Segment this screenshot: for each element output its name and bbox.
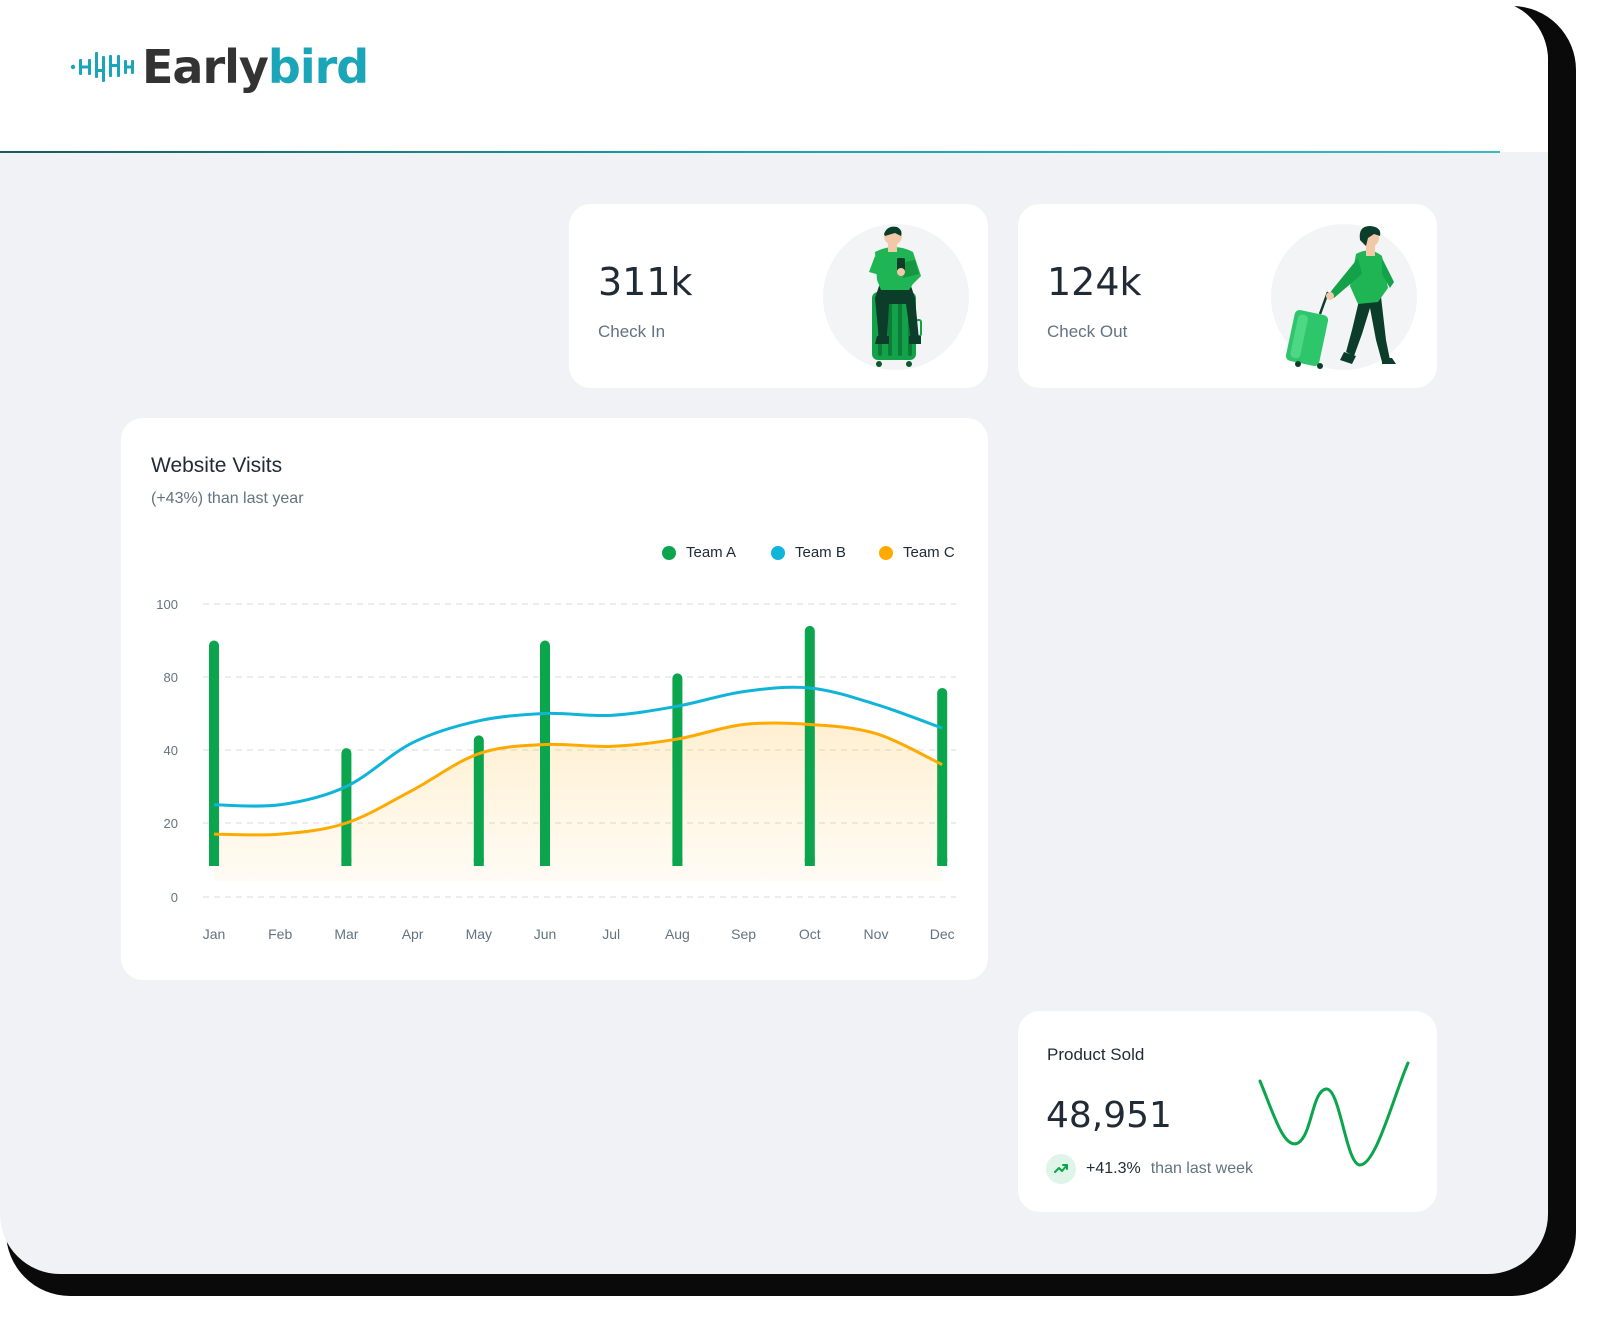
team-a-dot [662,545,676,560]
top-header: Earlybird [0,0,1548,152]
y-tick-label: 80 [164,670,178,685]
team-a-bar-base [473,858,484,866]
team-a-bar[interactable] [937,687,948,866]
team-c-area [214,722,943,881]
team-a-bar[interactable] [804,625,815,866]
x-tick-label: Feb [268,926,292,942]
legend-label-team-a: Team A [686,544,737,561]
legend-label-team-b: Team B [795,544,846,561]
team-a-bar-base [540,858,550,866]
logo-text-early: Early [142,40,269,94]
y-tick-label: 100 [156,597,178,612]
legend-item-team-c[interactable]: Team C [879,544,955,561]
legend-item-team-a[interactable]: Team A [662,544,736,561]
team-a-bar[interactable] [209,640,219,867]
product-sold-value: 48,951 [1046,1095,1172,1136]
product-sold-trend: +41.3% than last week [1046,1154,1253,1184]
x-tick-label: Dec [930,926,955,942]
team-b-dot [771,545,785,560]
check-in-value: 311k [598,260,693,304]
team-a-bar[interactable] [473,735,484,866]
app-logo[interactable]: Earlybird [70,44,369,90]
check-in-label: Check In [598,322,666,341]
website-visits-subtitle: (+43%) than last year [151,490,304,507]
x-tick-label: Nov [864,926,889,942]
team-c-dot [879,545,893,560]
team-a-bar-base [341,858,352,866]
x-tick-label: Aug [665,926,690,942]
website-visits-title: Website Visits [151,454,283,477]
website-visits-chart: 0 20 40 80 100 Jan Feb Mar Apr May Jun Jul Aug Sep Oct… [156,597,956,942]
product-sold-change-suffix: than last week [1150,1160,1253,1177]
woman-walking-with-suitcase-illustration [1285,226,1396,369]
x-tick-label: May [466,926,492,942]
y-tick-label: 0 [171,890,178,905]
check-in-card: 311k Check In [569,204,988,388]
x-tick-label: Sep [731,926,756,942]
team-a-bar[interactable] [672,673,683,866]
check-out-value: 124k [1047,260,1142,304]
product-sold-sparkline [1258,1061,1410,1167]
check-out-card: 124k Check Out [1018,204,1437,388]
x-tick-label: Jul [602,926,620,942]
x-tick-label: Oct [799,926,821,942]
product-sold-card: Product Sold 48,951 +41.3% than last wee… [1018,1011,1437,1212]
team-a-bar[interactable] [540,640,550,867]
team-a-bar-base [937,858,948,866]
man-sitting-on-suitcase-illustration [869,226,922,367]
legend-label-team-c: Team C [903,544,955,561]
team-a-bar-base [804,858,815,866]
product-sold-title: Product Sold [1047,1045,1145,1064]
x-tick-label: Apr [402,926,424,942]
legend-item-team-b[interactable]: Team B [771,544,846,561]
x-tick-label: Mar [334,926,358,942]
y-tick-label: 20 [164,816,178,831]
team-a-bar[interactable] [341,748,352,866]
y-tick-label: 40 [164,743,178,758]
check-out-label: Check Out [1047,322,1128,341]
logo-text-bird: bird [267,40,369,94]
soundwave-logo-icon [70,52,134,82]
team-a-bar-base [672,858,683,866]
x-tick-label: Jun [534,926,557,942]
website-visits-card: Website Visits (+43%) than last year Tea… [121,418,988,980]
trending-up-icon [1046,1154,1076,1184]
team-c-line[interactable] [213,721,943,837]
dashboard-window: Earlybird 311k Check In [0,0,1548,1274]
team-b-line[interactable] [213,685,943,808]
header-divider [0,151,1500,153]
x-tick-label: Jan [203,926,226,942]
team-a-bar-base [209,858,219,866]
product-sold-change: +41.3% [1086,1160,1141,1177]
logo-wordmark: Earlybird [142,44,369,90]
